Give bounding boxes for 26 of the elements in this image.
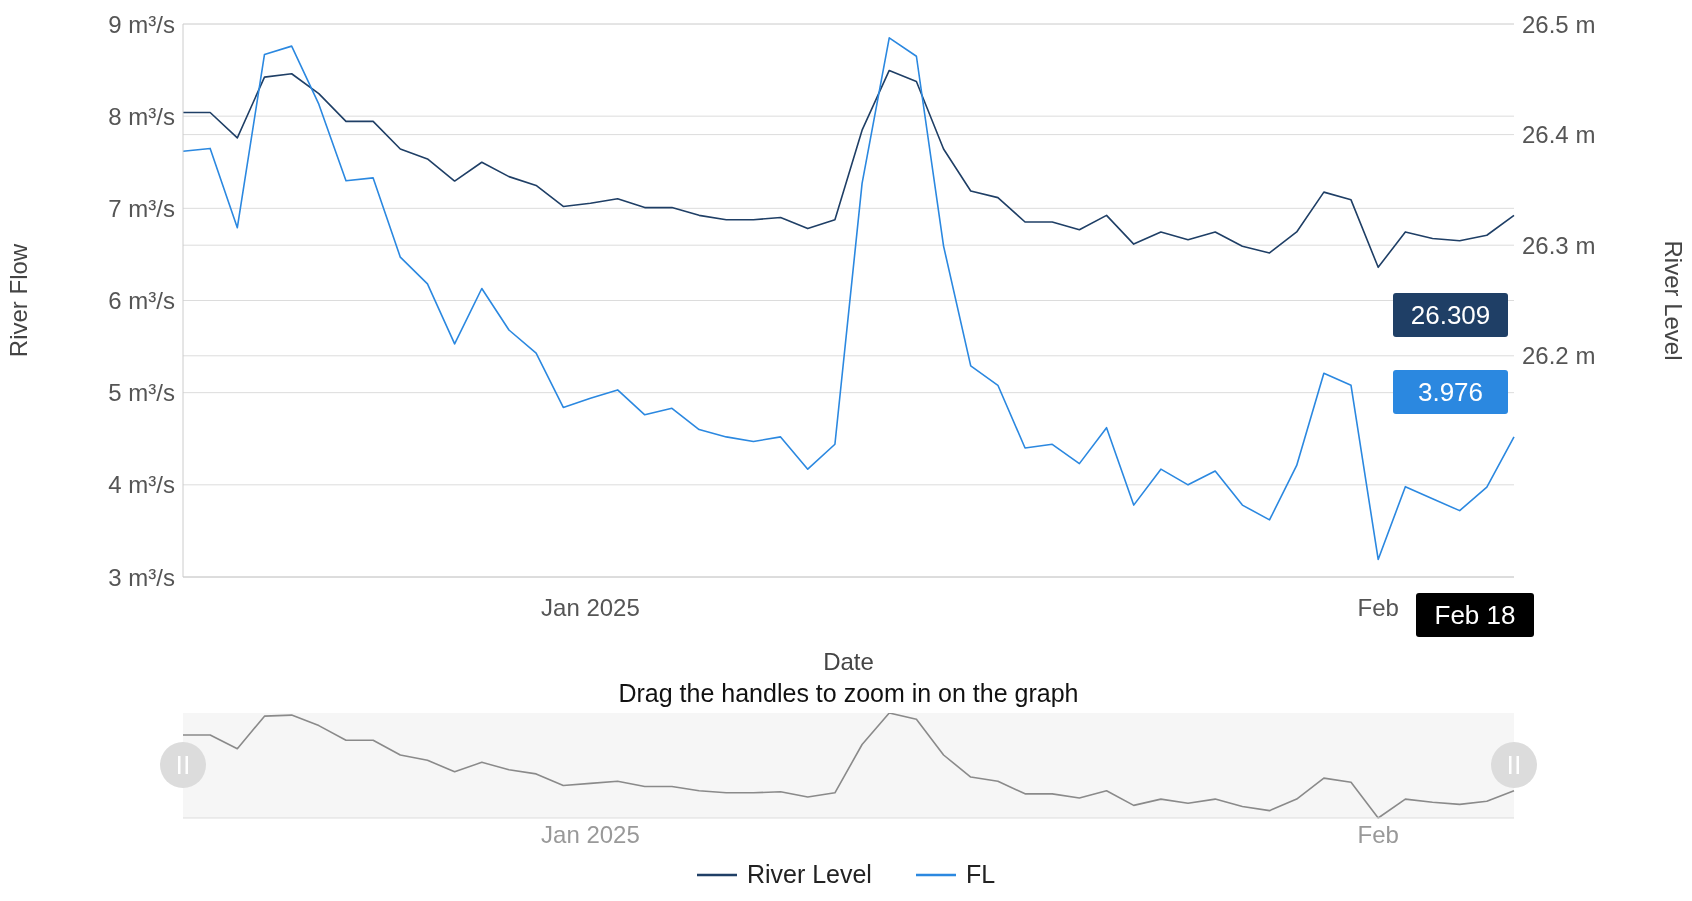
y-tick-label: 5 m³/s bbox=[108, 379, 175, 407]
text: Drag the handles to zoom in on the graph bbox=[617, 679, 1080, 708]
x-axis-title: Date bbox=[823, 648, 874, 675]
y-tick-label: 9 m³/s bbox=[108, 10, 175, 38]
x-tick-label: Jan 2025 bbox=[541, 594, 640, 622]
y2-axis-title: River Level bbox=[1660, 240, 1688, 361]
y-tick-label: 3 m³/s bbox=[108, 563, 175, 591]
line-series bbox=[182, 69, 1515, 269]
y2-tick-label: 26.3 m bbox=[1522, 231, 1596, 259]
y-tick-label: 4 m³/s bbox=[108, 471, 175, 499]
annotation: 26.309 bbox=[1393, 293, 1508, 337]
y-tick-label: 7 m³/s bbox=[108, 194, 175, 222]
text: Feb 18 bbox=[1416, 593, 1534, 637]
line-series bbox=[182, 37, 1515, 561]
y-tick-label: 6 m³/s bbox=[108, 287, 175, 315]
annotation: 3.976 bbox=[1393, 370, 1508, 414]
y2-tick-label: 26.5 m bbox=[1522, 10, 1596, 38]
x-tick-label: Jan 2025 bbox=[541, 821, 640, 849]
x-tick-label: Feb bbox=[1357, 821, 1399, 849]
legend-label: FL bbox=[965, 860, 996, 889]
y-tick-label: 8 m³/s bbox=[108, 102, 175, 130]
y2-tick-label: 26.2 m bbox=[1522, 342, 1596, 370]
y-axis-title: River Flow bbox=[4, 243, 32, 358]
y2-tick-label: 26.4 m bbox=[1522, 121, 1596, 149]
legend-label: River Level bbox=[746, 860, 872, 889]
x-tick-label: Feb bbox=[1357, 594, 1399, 622]
